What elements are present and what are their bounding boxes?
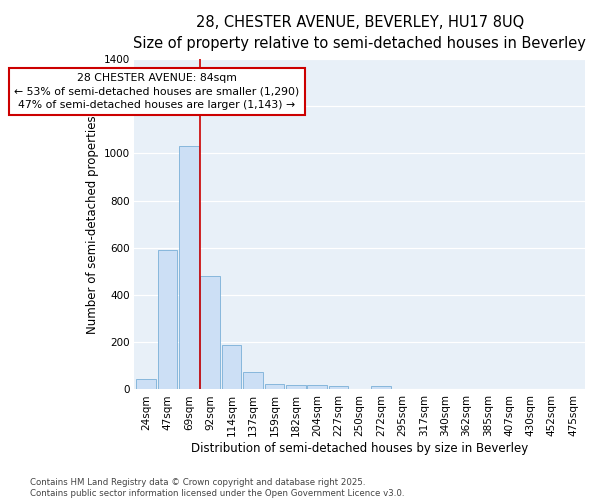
Bar <box>200 276 220 390</box>
Bar <box>286 384 305 390</box>
Bar <box>243 372 263 390</box>
Bar <box>265 384 284 390</box>
Text: 28 CHESTER AVENUE: 84sqm
← 53% of semi-detached houses are smaller (1,290)
47% o: 28 CHESTER AVENUE: 84sqm ← 53% of semi-d… <box>14 74 299 110</box>
Bar <box>179 146 199 390</box>
Bar <box>329 386 348 390</box>
Bar <box>371 386 391 390</box>
Text: Contains HM Land Registry data © Crown copyright and database right 2025.
Contai: Contains HM Land Registry data © Crown c… <box>30 478 404 498</box>
X-axis label: Distribution of semi-detached houses by size in Beverley: Distribution of semi-detached houses by … <box>191 442 529 455</box>
Bar <box>222 344 241 390</box>
Bar <box>158 250 178 390</box>
Bar <box>307 384 327 390</box>
Bar <box>136 379 156 390</box>
Y-axis label: Number of semi-detached properties: Number of semi-detached properties <box>86 115 99 334</box>
Title: 28, CHESTER AVENUE, BEVERLEY, HU17 8UQ
Size of property relative to semi-detache: 28, CHESTER AVENUE, BEVERLEY, HU17 8UQ S… <box>133 15 586 51</box>
